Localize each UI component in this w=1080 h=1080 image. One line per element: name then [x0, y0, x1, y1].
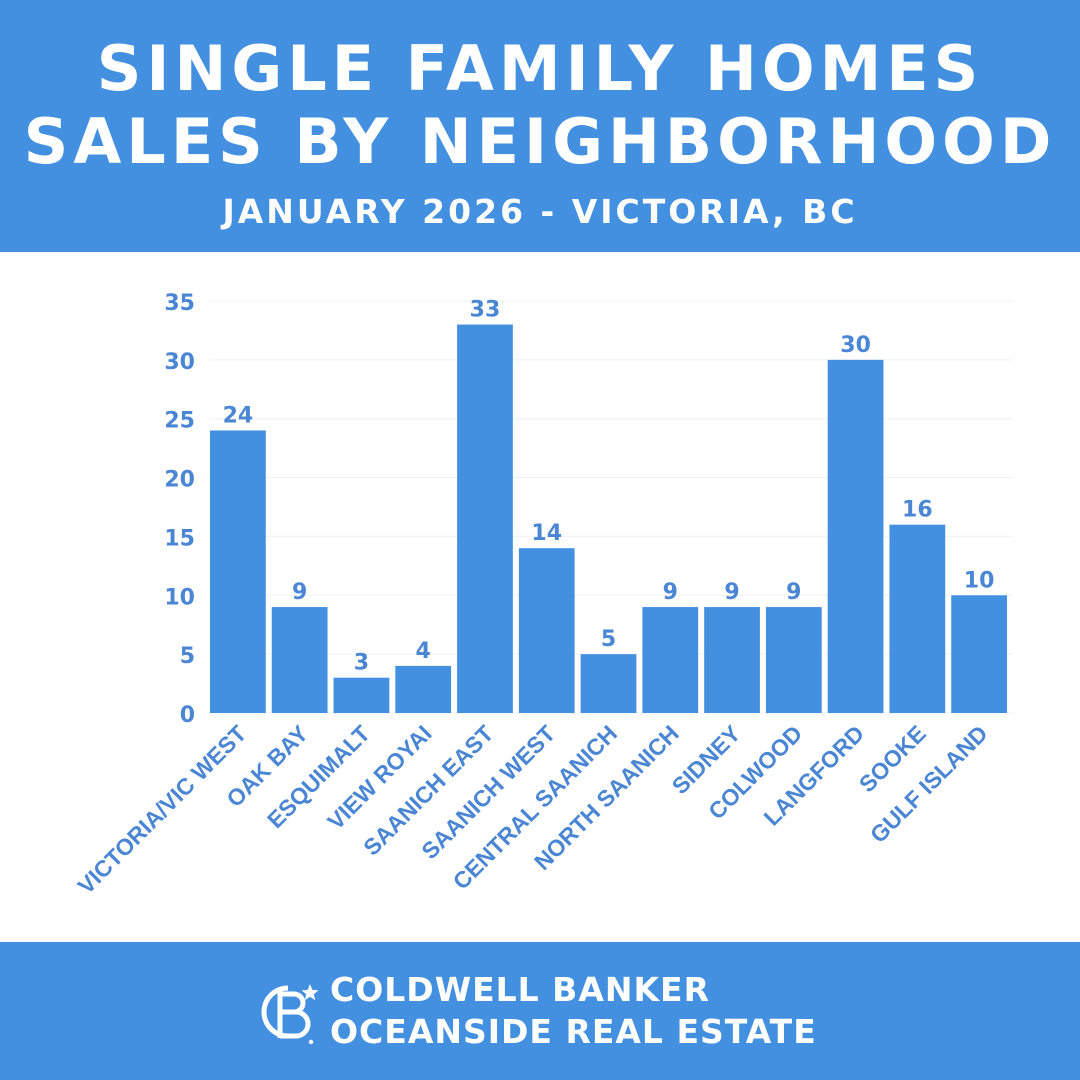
data-label: 33	[470, 298, 501, 323]
bar	[395, 665, 452, 713]
bar	[951, 595, 1007, 713]
data-label: 9	[663, 580, 678, 605]
chart-title-line-2: SALES BY NEIGHBORHOOD	[23, 105, 1057, 178]
footer-banner: COLDWELL BANKER OCEANSIDE REAL ESTATE	[0, 942, 1080, 1080]
coldwell-banker-cb-logo-icon	[261, 984, 319, 1045]
y-tick-label: 0	[180, 703, 195, 728]
y-tick-label: 35	[164, 291, 195, 316]
header-banner: SINGLE FAMILY HOMES SALES BY NEIGHBORHOO…	[0, 0, 1080, 252]
y-tick-label: 10	[164, 585, 195, 610]
bar-chart-svg: 0 5 10 15 20 25 30 35 24 9 3 4 33 14 5 9 9 9 30 16 10 VICTO…	[72, 291, 1013, 899]
bar	[457, 324, 513, 713]
data-label: 3	[354, 651, 369, 676]
brand-name-line-1: COLDWELL BANKER	[330, 970, 711, 1009]
data-label: 14	[531, 521, 562, 546]
y-axis-ticks: 0 5 10 15 20 25 30 35	[164, 291, 195, 728]
data-label: 5	[601, 627, 616, 652]
data-label: 10	[964, 568, 995, 593]
bars	[210, 324, 1007, 713]
bar-chart: 0 5 10 15 20 25 30 35 24 9 3 4 33 14 5 9 9 9 30 16 10 VICTO…	[0, 252, 1080, 942]
data-labels: 24 9 3 4 33 14 5 9 9 9 30 16 10	[223, 298, 995, 676]
data-label: 9	[786, 580, 801, 605]
data-label: 4	[416, 639, 431, 664]
bar	[642, 607, 699, 713]
y-tick-label: 30	[164, 350, 195, 375]
bar	[518, 548, 575, 713]
bar	[210, 430, 266, 713]
gridlines	[210, 300, 1013, 714]
data-label: 16	[902, 498, 933, 523]
y-tick-label: 20	[164, 468, 195, 493]
y-tick-label: 15	[164, 526, 195, 551]
y-tick-label: 5	[180, 644, 195, 669]
x-tick-label: VICTORIA/VIC WEST	[72, 720, 251, 899]
bar	[580, 654, 637, 713]
chart-title-line-1: SINGLE FAMILY HOMES	[96, 32, 984, 105]
data-label: 24	[223, 403, 254, 428]
bar	[765, 607, 822, 713]
bar	[889, 524, 946, 713]
bar	[333, 677, 390, 713]
brand-name-line-2: OCEANSIDE REAL ESTATE	[330, 1012, 817, 1051]
data-label: 9	[292, 580, 307, 605]
bar	[271, 607, 328, 713]
bar	[827, 359, 884, 713]
data-label: 30	[840, 333, 871, 358]
y-tick-label: 25	[164, 409, 195, 434]
bar	[704, 607, 760, 713]
data-label: 9	[724, 580, 739, 605]
chart-subtitle: JANUARY 2026 - VICTORIA, BC	[222, 192, 858, 231]
